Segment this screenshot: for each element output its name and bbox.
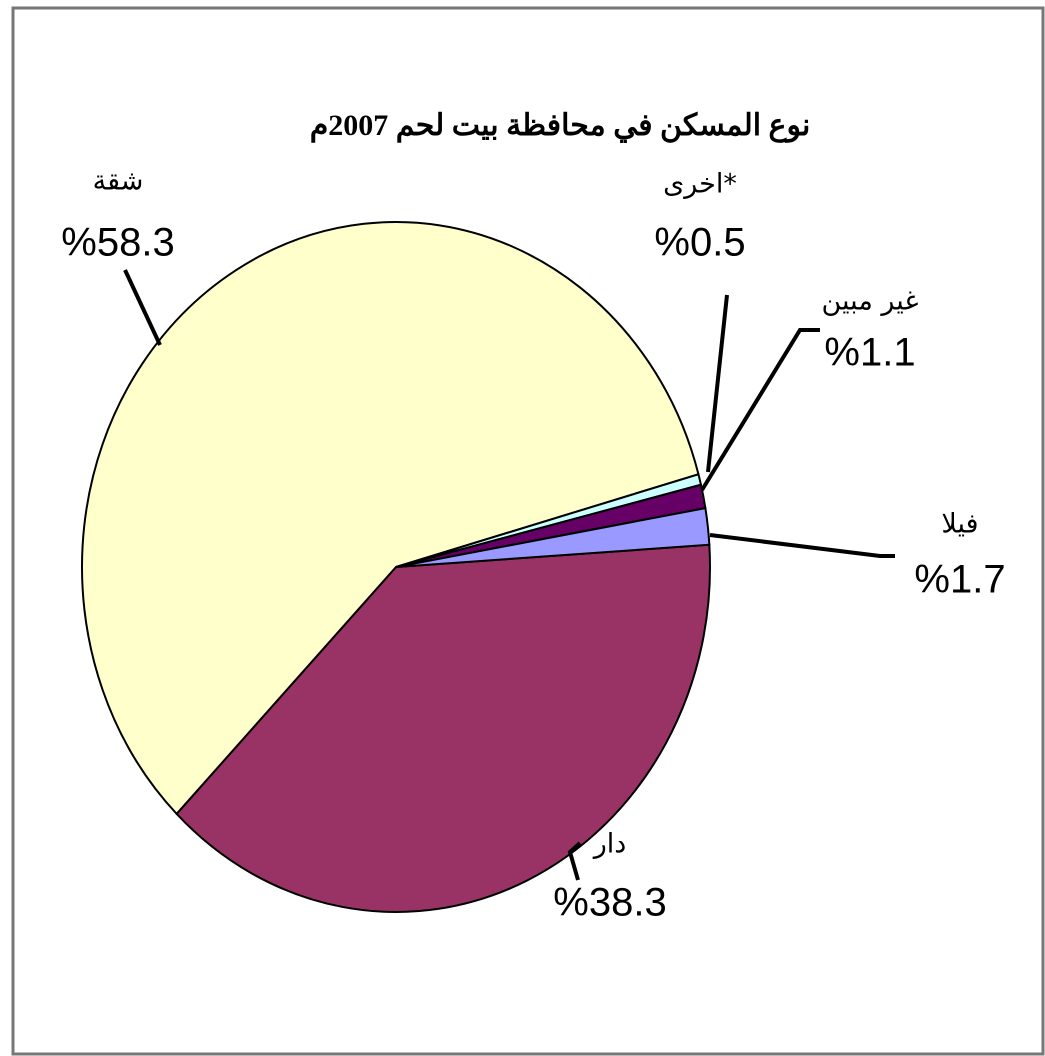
chart-title: نوع المسكن في محافظة بيت لحم 2007م (310, 109, 811, 143)
leader-line (700, 328, 820, 492)
leader-line (706, 294, 729, 473)
pie-slice (395, 506, 711, 568)
slice-value-label: %1.1 (824, 331, 915, 375)
slice-label: اخرى* (663, 169, 737, 200)
pie-slice (175, 543, 711, 913)
slice-value-label: %38.3 (553, 881, 666, 925)
slice-label: فيلا (941, 509, 978, 540)
leader-line (123, 269, 162, 346)
leader-line (567, 841, 582, 881)
pie-slice (81, 221, 700, 816)
slice-value-label: %1.7 (914, 558, 1005, 602)
slice-label: دار (592, 829, 627, 860)
pie (81, 221, 711, 913)
leader-lines (123, 269, 895, 881)
slice-value-label: %58.3 (61, 221, 174, 265)
slice-label: غير مبين (821, 286, 918, 317)
slice-value-label: %0.5 (654, 221, 745, 265)
leader-line (709, 533, 895, 558)
slice-label: شقة (93, 166, 144, 197)
